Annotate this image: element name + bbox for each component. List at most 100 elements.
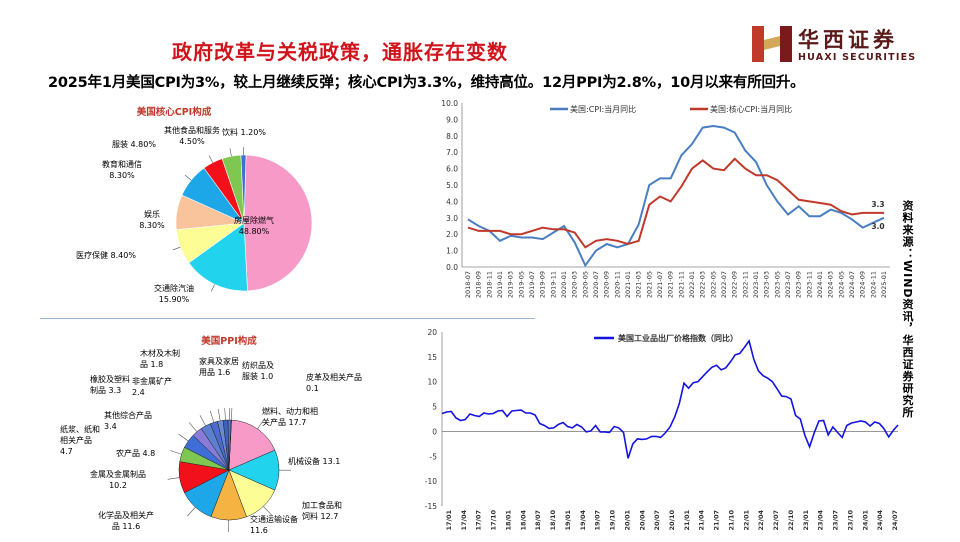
leader-line xyxy=(170,450,181,454)
x-tick-label: 18/01 xyxy=(504,510,512,531)
leader-line xyxy=(231,408,232,420)
y-tick-label: 5 xyxy=(432,403,437,412)
x-tick-label: 2018-09 xyxy=(475,271,483,298)
slice-label: 橡胶及塑料制品 3.3 xyxy=(90,374,130,395)
x-tick-label: 2020-03 xyxy=(571,271,579,298)
x-tick-label: 2021-09 xyxy=(667,271,675,298)
x-tick-label: 20/01 xyxy=(623,510,631,531)
x-tick-label: 22/01 xyxy=(742,510,750,531)
x-tick-label: 2019-01 xyxy=(496,271,504,298)
y-tick-label: 3.0 xyxy=(446,214,458,223)
page-subtitle: 2025年1月美国CPI为3%，较上月继续反弹；核心CPI为3.3%，维持高位。… xyxy=(48,71,804,92)
x-tick-label: 2019-09 xyxy=(539,271,547,298)
x-tick-label: 21/10 xyxy=(727,510,735,531)
x-tick-label: 24/01 xyxy=(861,510,869,531)
x-tick-label: 17/10 xyxy=(490,510,498,531)
leader-line xyxy=(210,411,214,422)
x-tick-label: 2023-01 xyxy=(752,271,760,298)
x-tick-label: 2024-09 xyxy=(859,271,867,298)
y-tick-label: 0.0 xyxy=(446,263,458,272)
end-value-label: 3.0 xyxy=(871,222,884,231)
ppi-line-chart: -15 -10 -5 0 5 10 15 20 17/01 17/04 17/07 17/10 18/0… xyxy=(416,322,906,538)
x-tick-label: 24/07 xyxy=(891,510,899,530)
leader-line xyxy=(209,156,213,163)
x-tick-label: 2021-11 xyxy=(677,271,685,298)
x-tick-label: 2020-09 xyxy=(603,271,611,298)
page-title: 政府改革与关税政策，通胀存在变数 xyxy=(172,36,508,65)
x-tick-label: 2021-07 xyxy=(656,271,664,298)
x-tick-label: 2022-05 xyxy=(709,271,717,298)
slice-label: 木材及木制品 1.8 xyxy=(140,348,180,369)
y-tick-label: 5.0 xyxy=(446,181,458,190)
y-tick-label: 2.0 xyxy=(446,230,458,239)
x-tick-label: 17/07 xyxy=(475,510,483,530)
y-tick-label: 1.0 xyxy=(446,247,458,256)
x-tick-label: 17/01 xyxy=(445,510,453,531)
slice-label: 家具及家居用品 1.6 xyxy=(199,356,239,377)
x-tick-label: 2021-01 xyxy=(624,271,632,298)
x-tick-label: 18/10 xyxy=(549,510,557,531)
x-tick-label: 2018-07 xyxy=(464,271,472,298)
x-tick-label: 2023-03 xyxy=(763,271,771,298)
leader-line xyxy=(189,422,197,431)
x-tick-label: 2019-07 xyxy=(528,271,536,298)
x-tick-label: 19/01 xyxy=(564,510,572,531)
slice-label: 加工食品和饲料 12.7 xyxy=(302,500,342,521)
x-tick-label: 2024-01 xyxy=(816,271,824,298)
x-tick-label: 21/07 xyxy=(713,510,721,530)
leader-line xyxy=(218,409,220,421)
slice-label: 机械设备 13.1 xyxy=(288,456,340,466)
series-line xyxy=(442,341,898,458)
x-tick-label: 2019-11 xyxy=(549,271,557,298)
logo-mark-icon xyxy=(750,22,794,66)
y-tick-label: -5 xyxy=(430,452,438,461)
x-tick-label: 2023-05 xyxy=(773,271,781,298)
y-tick-label: 10 xyxy=(427,378,437,387)
y-tick-label: 20 xyxy=(427,328,437,337)
x-tick-label: 22/10 xyxy=(787,510,795,531)
x-tick-label: 2024-05 xyxy=(837,271,845,298)
logo-text-cn: 华西证券 xyxy=(798,24,898,54)
x-tick-label: 22/07 xyxy=(772,510,780,530)
y-tick-label: 9.0 xyxy=(446,115,458,124)
x-tick-label: 20/10 xyxy=(668,510,676,531)
x-tick-label: 2024-11 xyxy=(869,271,877,298)
slice-label: 纺织品及服装 1.0 xyxy=(242,360,274,381)
series-line xyxy=(468,159,884,248)
y-tick-label: -15 xyxy=(425,502,437,511)
x-tick-label: 2022-03 xyxy=(699,271,707,298)
y-tick-label: 6.0 xyxy=(446,165,458,174)
x-tick-label: 2019-03 xyxy=(507,271,515,298)
slice-label: 农产品 4.8 xyxy=(116,448,155,458)
slice-label: 饮料 1.20% xyxy=(222,127,266,137)
x-tick-label: 18/07 xyxy=(534,510,542,530)
y-tick-label: 10.0 xyxy=(441,99,458,108)
y-tick-label: 4.0 xyxy=(446,197,458,206)
leader-line xyxy=(211,284,214,291)
leader-line xyxy=(225,408,226,420)
leader-line xyxy=(187,507,195,516)
leader-line xyxy=(185,175,191,180)
x-tick-label: 24/04 xyxy=(876,510,884,531)
x-tick-label: 2022-09 xyxy=(731,271,739,298)
x-tick-label: 20/07 xyxy=(653,510,661,530)
x-tick-label: 17/04 xyxy=(460,510,468,531)
x-tick-label: 2022-07 xyxy=(720,271,728,298)
x-tick-label: 2020-05 xyxy=(581,271,589,298)
x-tick-label: 2020-11 xyxy=(613,271,621,298)
y-tick-label: -10 xyxy=(425,477,437,486)
company-logo: 华西证券 HUAXI SECURITIES xyxy=(750,22,950,66)
y-tick-label: 0 xyxy=(432,427,437,436)
y-tick-label: 15 xyxy=(427,353,437,362)
x-tick-label: 21/04 xyxy=(698,510,706,531)
